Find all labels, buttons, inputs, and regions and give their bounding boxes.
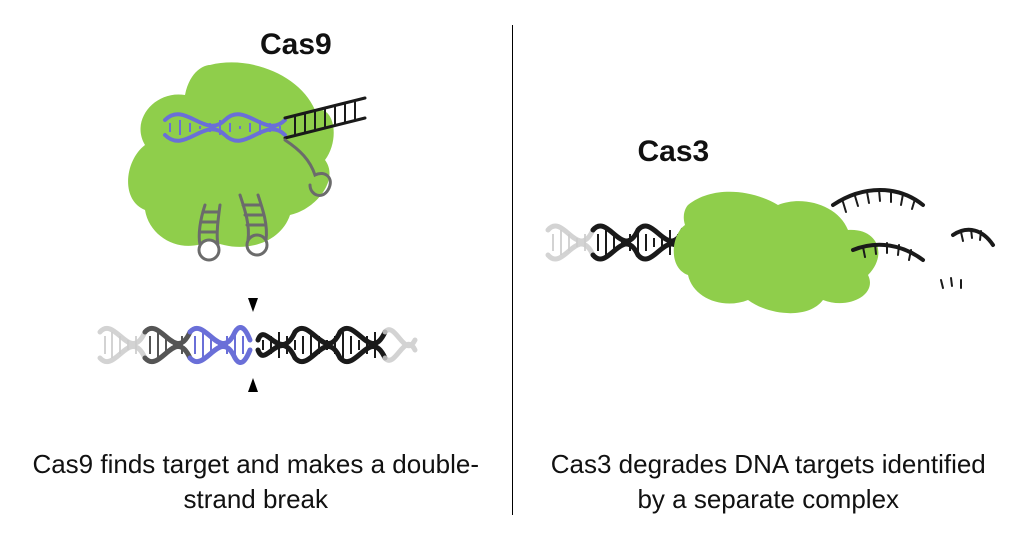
cas9-protein-illustration [100, 50, 400, 280]
cas9-caption: Cas9 finds target and makes a double-str… [26, 447, 486, 517]
cas9-panel: Cas9 [0, 0, 512, 557]
cas3-panel: Cas3 [513, 0, 1024, 557]
cas9-cut-dna-illustration [90, 290, 420, 400]
cas3-caption: Cas3 degrades DNA targets identified by … [538, 447, 998, 517]
cas3-illustration [543, 150, 1003, 340]
